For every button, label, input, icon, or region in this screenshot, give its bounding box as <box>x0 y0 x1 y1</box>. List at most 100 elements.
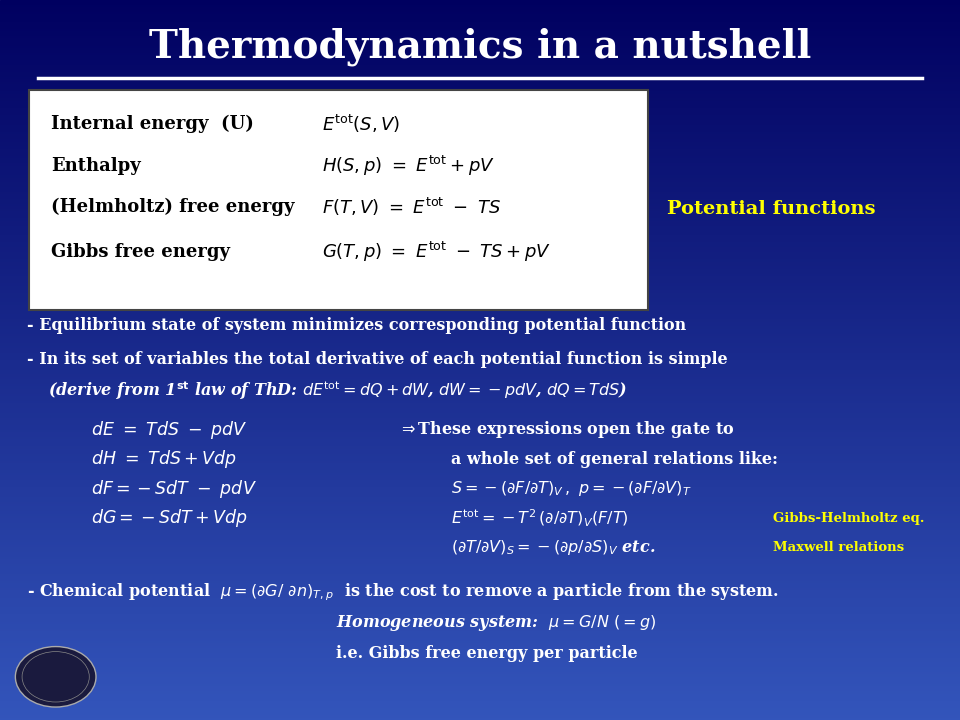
Bar <box>0 153 960 156</box>
Bar <box>0 336 960 338</box>
Bar <box>0 19 960 22</box>
Bar <box>0 502 960 504</box>
Bar <box>0 711 960 713</box>
Bar <box>0 588 960 590</box>
Bar <box>0 367 960 369</box>
Bar <box>0 384 960 387</box>
Bar <box>0 396 960 398</box>
Bar <box>0 36 960 38</box>
Bar <box>0 497 960 499</box>
Bar <box>0 639 960 641</box>
Bar <box>0 348 960 351</box>
Bar <box>0 578 960 581</box>
Bar <box>0 29 960 31</box>
Bar <box>0 254 960 257</box>
Text: $H(S,p)\ =\ E^\mathrm{tot} + pV$: $H(S,p)\ =\ E^\mathrm{tot} + pV$ <box>322 153 494 178</box>
Text: Enthalpy: Enthalpy <box>51 157 140 175</box>
Bar <box>0 72 960 74</box>
Bar <box>0 225 960 228</box>
Bar <box>0 456 960 459</box>
Bar <box>0 228 960 230</box>
Bar <box>0 101 960 103</box>
Bar <box>0 612 960 614</box>
Bar <box>0 110 960 113</box>
Bar <box>0 63 960 65</box>
Bar <box>0 398 960 401</box>
Bar <box>0 677 960 679</box>
Bar <box>0 194 960 197</box>
Bar <box>0 689 960 691</box>
Bar <box>0 401 960 403</box>
Bar <box>0 365 960 367</box>
Bar <box>0 387 960 389</box>
Bar <box>0 629 960 631</box>
Bar <box>0 180 960 182</box>
Bar <box>0 675 960 677</box>
Bar <box>0 115 960 117</box>
Bar <box>0 461 960 463</box>
Bar <box>0 310 960 312</box>
Bar <box>0 509 960 511</box>
Bar <box>0 77 960 79</box>
Bar <box>0 441 960 444</box>
Bar <box>0 331 960 333</box>
Bar <box>0 151 960 153</box>
Bar <box>0 84 960 86</box>
Bar <box>0 178 960 180</box>
Bar <box>0 269 960 271</box>
Text: a whole set of general relations like:: a whole set of general relations like: <box>451 451 779 468</box>
Bar <box>0 307 960 310</box>
Bar <box>0 27 960 29</box>
Bar <box>0 634 960 636</box>
Bar <box>0 423 960 425</box>
Bar <box>0 113 960 115</box>
Bar <box>0 538 960 540</box>
Bar <box>0 297 960 300</box>
Bar <box>0 326 960 329</box>
Bar <box>0 271 960 274</box>
Bar <box>0 490 960 492</box>
Bar <box>0 468 960 470</box>
Bar <box>0 122 960 125</box>
Bar <box>0 79 960 81</box>
Bar <box>0 31 960 34</box>
Bar <box>0 65 960 67</box>
Bar <box>0 333 960 336</box>
Bar <box>0 567 960 569</box>
Bar <box>0 655 960 657</box>
Bar <box>0 322 960 324</box>
Bar <box>0 545 960 547</box>
Bar <box>0 434 960 437</box>
Bar <box>0 286 960 288</box>
Bar <box>0 439 960 441</box>
Text: Thermodynamics in a nutshell: Thermodynamics in a nutshell <box>149 27 811 66</box>
Bar <box>0 559 960 562</box>
Bar <box>0 372 960 374</box>
Bar <box>0 696 960 698</box>
Bar <box>0 405 960 408</box>
Bar <box>0 425 960 427</box>
Bar <box>0 492 960 495</box>
Bar <box>0 667 960 670</box>
Bar <box>0 146 960 149</box>
Bar <box>0 362 960 365</box>
Bar <box>0 499 960 502</box>
Bar <box>0 204 960 207</box>
Bar <box>0 130 960 132</box>
Bar <box>0 504 960 506</box>
Bar <box>0 571 960 574</box>
Text: i.e. Gibbs free energy per particle: i.e. Gibbs free energy per particle <box>336 644 637 662</box>
Bar <box>0 648 960 650</box>
Bar <box>0 266 960 269</box>
Bar <box>0 389 960 391</box>
Bar <box>0 528 960 531</box>
Bar <box>0 619 960 621</box>
Bar <box>0 12 960 14</box>
Bar <box>0 475 960 477</box>
Bar <box>0 526 960 528</box>
Text: Homogeneous system:  $\mu = G/N\ (=g)$: Homogeneous system: $\mu = G/N\ (=g)$ <box>336 613 657 633</box>
Bar <box>0 672 960 675</box>
Bar <box>0 259 960 261</box>
Bar <box>0 420 960 423</box>
Bar <box>0 410 960 413</box>
